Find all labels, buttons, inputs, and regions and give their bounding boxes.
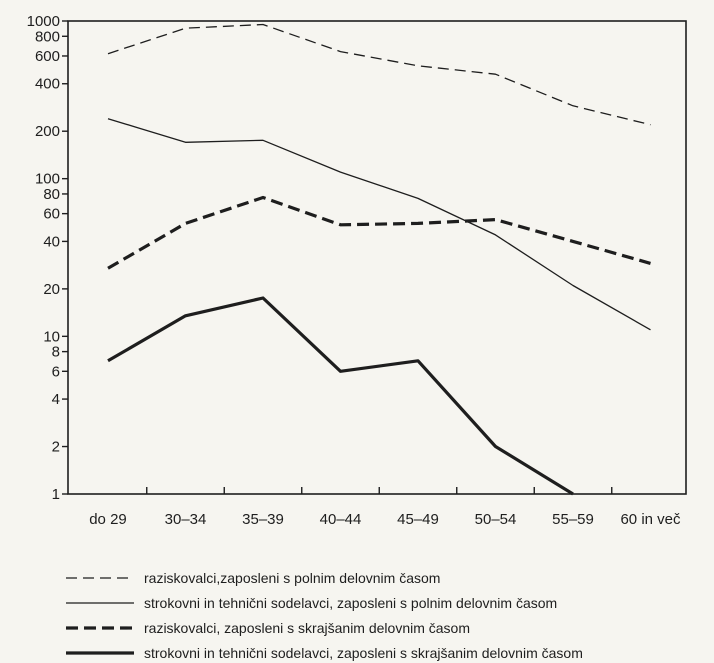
series-line-4	[107, 296, 574, 496]
x-axis: do 29 30–34 35–39 40–44 45–49 50–54 55–59 60 in…	[89, 487, 681, 528]
x-tick-label: do 29	[89, 511, 127, 528]
y-tick-label: 10	[43, 328, 60, 345]
legend-label-strokovni-in-tehnicni-sodelavci-zaposlen: strokovni in tehnični sodelavci, zaposle…	[144, 645, 583, 661]
x-tick-label: 50–54	[475, 511, 517, 528]
y-tick-label: 800	[35, 28, 60, 45]
legend-label-strokovni-in-tehnicni-sodelavci-zaposlen: strokovni in tehnični sodelavci, zaposle…	[144, 595, 557, 611]
y-tick-label: 8	[52, 344, 60, 361]
plot-frame	[67, 20, 687, 495]
series-line-1	[107, 23, 651, 126]
y-tick-label: 1000	[27, 13, 60, 30]
series-line-3	[107, 195, 651, 270]
y-tick-label: 100	[35, 171, 60, 188]
y-tick-label: 1	[52, 486, 60, 503]
x-tick-label: 45–49	[397, 511, 439, 528]
x-tick-label: 30–34	[165, 511, 207, 528]
y-tick-label: 4	[52, 391, 60, 408]
y-tick-label: 20	[43, 281, 60, 298]
y-tick-label: 6	[52, 363, 60, 380]
y-tick-label: 2	[52, 439, 60, 456]
x-tick-label: 55–59	[552, 511, 594, 528]
legend: raziskovalci,zaposleni s polnim delovnim…	[66, 570, 583, 661]
legend-label-raziskovalci-zaposleni-s-skrajsanim-delo: raziskovalci, zaposleni s skrajšanim del…	[144, 620, 470, 636]
legend-label-raziskovalci-zaposleni-s-polnim-delovnim: raziskovalci,zaposleni s polnim delovnim…	[144, 570, 440, 586]
y-tick-label: 80	[43, 186, 60, 203]
y-tick-label: 60	[43, 206, 60, 223]
y-tick-label: 400	[35, 76, 60, 93]
x-tick-label: 35–39	[242, 511, 284, 528]
y-tick-label: 600	[35, 48, 60, 65]
series-group	[107, 23, 651, 496]
series-line-2	[107, 118, 651, 331]
x-tick-label: 40–44	[320, 511, 362, 528]
y-tick-label: 200	[35, 123, 60, 140]
x-tick-label: 60 in več	[620, 511, 681, 528]
y-tick-label: 40	[43, 233, 60, 250]
